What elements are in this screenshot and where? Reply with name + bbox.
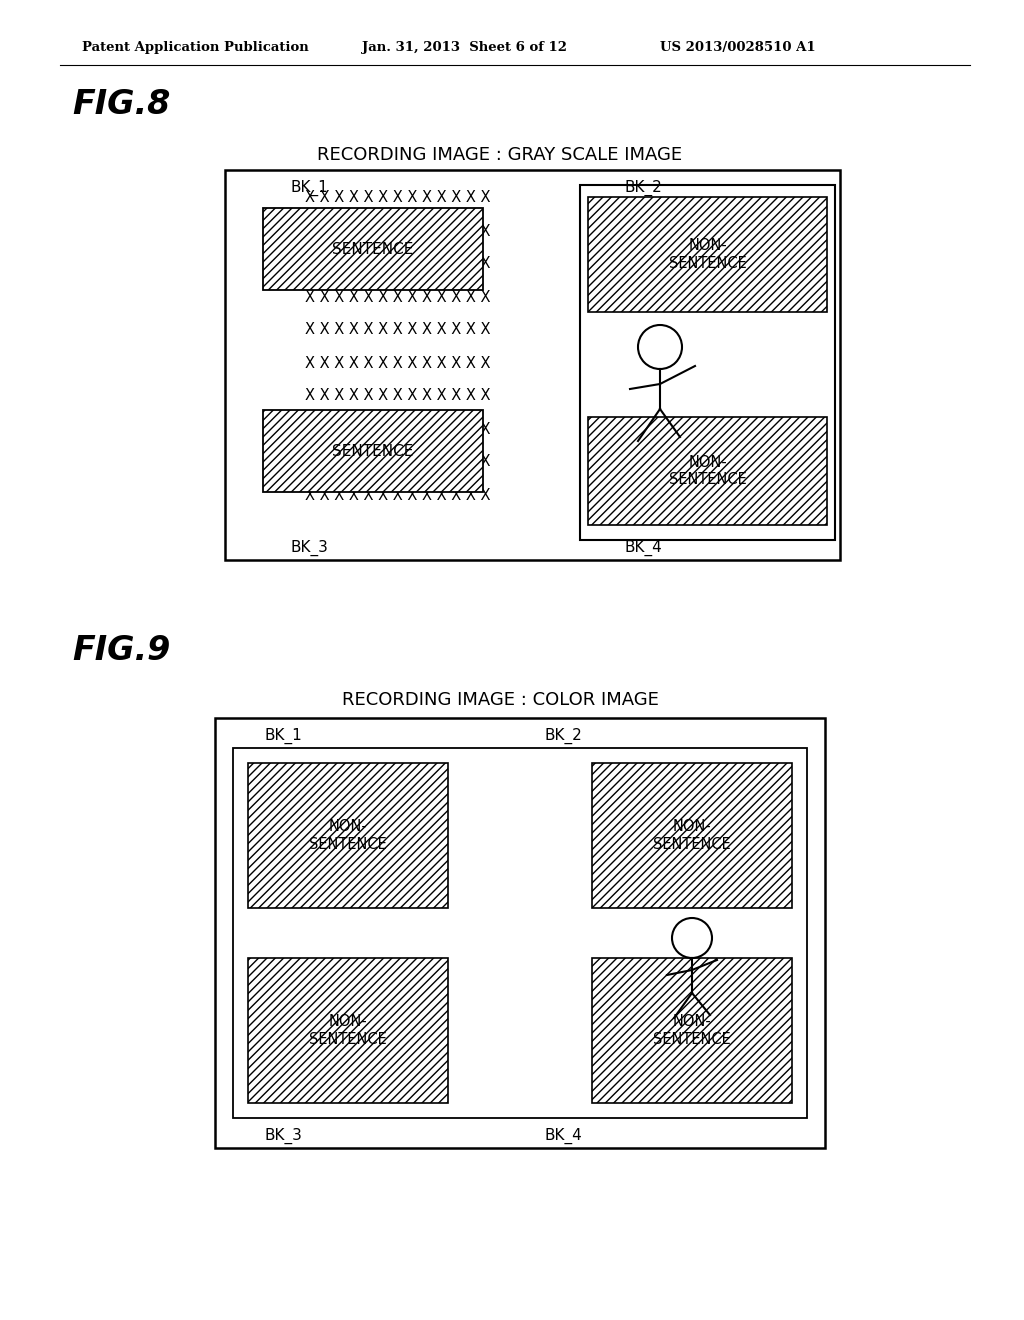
Text: BK_4: BK_4	[545, 1127, 583, 1144]
Bar	[225, 170, 840, 560]
Text: BK_2: BK_2	[625, 180, 663, 197]
Text: X X X X X X X X X X X X X: X X X X X X X X X X X X X	[305, 388, 490, 404]
Bar	[588, 197, 827, 312]
Text: NON-
SENTENCE: NON- SENTENCE	[309, 1014, 387, 1047]
Text: X X X X X X X X X X X X X: X X X X X X X X X X X X X	[305, 190, 490, 206]
Text: X X X X X X X X X X X X X: X X X X X X X X X X X X X	[305, 355, 490, 371]
Text: SENTENCE: SENTENCE	[333, 242, 414, 256]
Bar	[248, 958, 449, 1104]
Bar	[233, 748, 807, 1118]
Text: NON-
SENTENCE: NON- SENTENCE	[669, 239, 746, 271]
Text: X X X X X X X X X X X X X: X X X X X X X X X X X X X	[305, 322, 490, 338]
Text: NON-
SENTENCE: NON- SENTENCE	[669, 455, 746, 487]
Text: NON-
SENTENCE: NON- SENTENCE	[653, 820, 731, 851]
Text: BK_2: BK_2	[545, 727, 583, 744]
Text: FIG.8: FIG.8	[72, 88, 170, 121]
Bar	[263, 411, 483, 492]
Text: X X X X X X X X X X X X X: X X X X X X X X X X X X X	[305, 487, 490, 503]
Text: X X X X X X X X X X X X X: X X X X X X X X X X X X X	[305, 421, 490, 437]
Bar	[592, 958, 792, 1104]
Bar	[248, 763, 449, 908]
Text: FIG.9: FIG.9	[72, 634, 170, 667]
Text: NON-
SENTENCE: NON- SENTENCE	[309, 820, 387, 851]
Text: RECORDING IMAGE : COLOR IMAGE: RECORDING IMAGE : COLOR IMAGE	[342, 690, 658, 709]
Text: BK_3: BK_3	[265, 1127, 303, 1144]
Text: BK_1: BK_1	[265, 727, 303, 744]
Bar	[592, 763, 792, 908]
Text: X X X X X X X X X X X X X: X X X X X X X X X X X X X	[305, 256, 490, 272]
Text: NON-
SENTENCE: NON- SENTENCE	[653, 1014, 731, 1047]
Text: BK_1: BK_1	[290, 180, 328, 197]
Bar	[588, 417, 827, 525]
Text: US 2013/0028510 A1: US 2013/0028510 A1	[660, 41, 816, 54]
Text: SENTENCE: SENTENCE	[333, 444, 414, 458]
Bar	[215, 718, 825, 1148]
Bar	[580, 185, 835, 540]
Text: X X X X X X X X X X X X X: X X X X X X X X X X X X X	[305, 223, 490, 239]
Bar	[263, 209, 483, 290]
Text: RECORDING IMAGE : GRAY SCALE IMAGE: RECORDING IMAGE : GRAY SCALE IMAGE	[317, 147, 683, 164]
Text: Patent Application Publication: Patent Application Publication	[82, 41, 309, 54]
Text: X X X X X X X X X X X X X: X X X X X X X X X X X X X	[305, 289, 490, 305]
Text: BK_3: BK_3	[290, 540, 328, 556]
Text: Jan. 31, 2013  Sheet 6 of 12: Jan. 31, 2013 Sheet 6 of 12	[362, 41, 567, 54]
Text: BK_4: BK_4	[625, 540, 663, 556]
Text: X X X X X X X X X X X X X: X X X X X X X X X X X X X	[305, 454, 490, 470]
